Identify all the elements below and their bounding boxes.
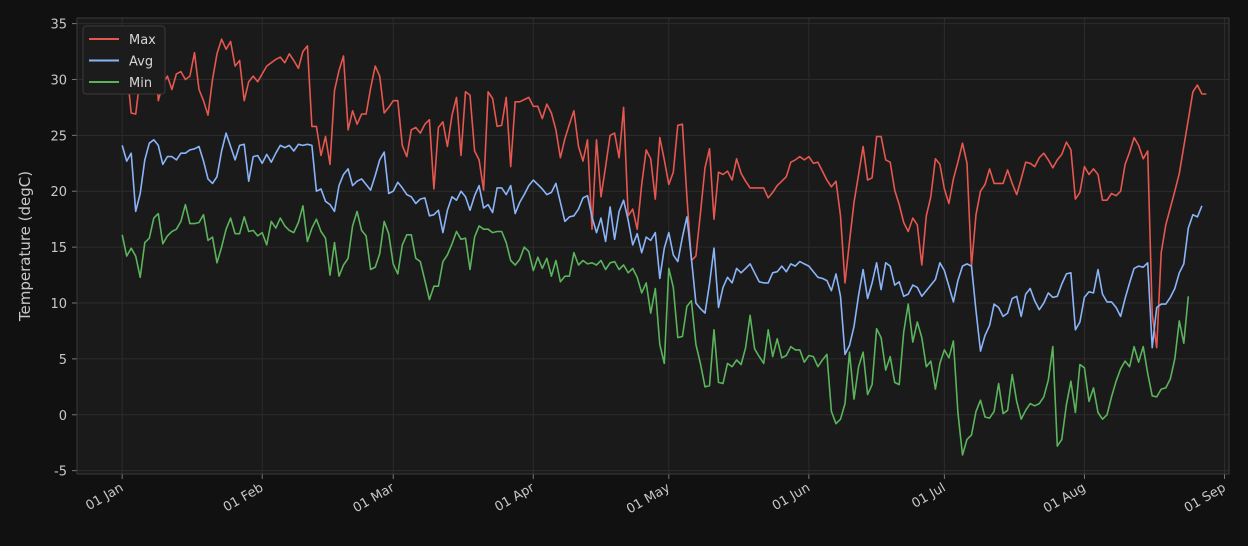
x-tick-label: 01 Jun	[770, 480, 813, 513]
grid-lines	[77, 18, 1229, 474]
legend-label-avg: Avg	[129, 55, 153, 70]
x-tick-label: 01 Jan	[83, 480, 126, 513]
y-tick-label: 35	[50, 18, 67, 33]
x-tick-label: 01 Apr	[492, 480, 537, 515]
legend-box	[82, 25, 166, 95]
y-tick-label: 0	[59, 409, 67, 424]
y-tick-label: -5	[54, 465, 67, 480]
legend-label-max: Max	[129, 33, 156, 48]
legend-label-min: Min	[129, 76, 152, 91]
x-tick-label: 01 Jul	[909, 480, 948, 511]
y-tick-label: 20	[50, 185, 67, 200]
y-axis-label: Temperature (degC)	[16, 171, 34, 322]
y-tick-label: 30	[50, 73, 67, 88]
plot-area	[77, 18, 1229, 474]
series-line-avg	[121, 132, 1203, 356]
y-tick-label: 25	[50, 129, 67, 144]
y-tick-label: 15	[50, 241, 67, 256]
y-tick-label: 10	[50, 297, 67, 312]
series-line-min	[121, 203, 1190, 456]
plot-frame	[76, 17, 1230, 475]
y-tick-label: 5	[59, 353, 67, 368]
legend: Max Avg Min	[82, 25, 166, 95]
x-tick-label: 01 Aug	[1041, 480, 1088, 516]
x-tick-label: 01 Mar	[351, 480, 398, 516]
series-lines	[121, 32, 1207, 456]
x-tick-label: 01 Feb	[221, 480, 266, 515]
x-tick-label: 01 May	[624, 480, 673, 517]
series-line-max	[121, 32, 1207, 349]
x-tick-label: 01 Sep	[1182, 480, 1229, 516]
